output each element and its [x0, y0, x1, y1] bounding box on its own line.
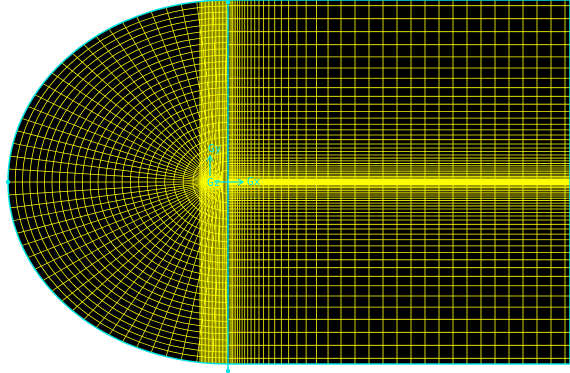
boundary-node[interactable] [225, 0, 231, 5]
x-axis-label: Gx [247, 175, 261, 188]
z-axis-label: Gz [207, 176, 220, 189]
mesh-line [21, 179, 223, 246]
domain-boundary [7, 0, 570, 365]
mesh-line [10, 180, 223, 209]
mesh-line [12, 142, 223, 184]
mesh-line [34, 94, 223, 186]
boundary-nodes [5, 0, 231, 373]
mesh-line [12, 180, 223, 222]
y-axis-label: Gy [208, 142, 222, 155]
mesh-line [83, 44, 223, 188]
mesh-line [83, 176, 223, 320]
mesh-line [51, 72, 223, 187]
mesh-line [72, 53, 223, 188]
mesh-line [42, 83, 223, 186]
mesh-line [16, 179, 223, 234]
mesh-line [10, 155, 223, 184]
mesh-line [8, 181, 223, 196]
mesh-line [136, 174, 223, 348]
mesh-line [27, 178, 223, 258]
axis-triad: Gy Gx Gz [206, 142, 261, 189]
mesh-line [51, 177, 223, 292]
mesh-line [42, 178, 223, 281]
mesh-line [21, 118, 223, 185]
mesh-line [61, 177, 223, 302]
boundary-node[interactable] [225, 368, 231, 373]
y-axis-arrowhead [206, 154, 214, 162]
mesh-line [27, 106, 223, 186]
mesh-line [61, 62, 223, 187]
mesh-line [16, 130, 223, 185]
mesh-grid-lines [8, 0, 570, 364]
mesh-line [72, 176, 223, 311]
wake-refinement-band [228, 179, 570, 185]
x-axis-arrowhead [237, 178, 245, 186]
mesh-line [8, 168, 223, 183]
boundary-node[interactable] [5, 179, 11, 185]
mesh-line [34, 178, 223, 270]
